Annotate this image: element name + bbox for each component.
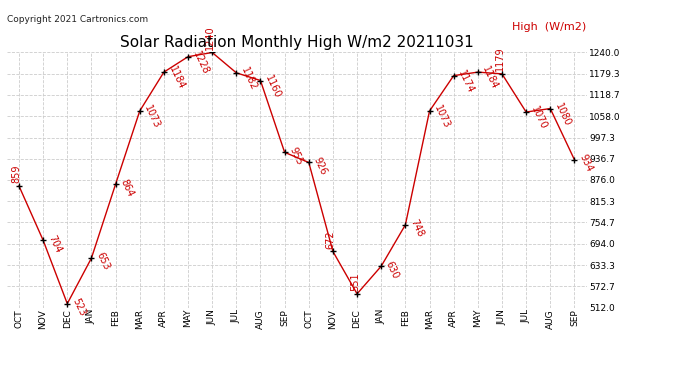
Text: 934: 934 <box>578 153 594 174</box>
Text: 704: 704 <box>46 233 63 254</box>
Text: 1073: 1073 <box>433 104 452 130</box>
Text: 926: 926 <box>312 156 328 177</box>
Text: 1080: 1080 <box>553 102 573 128</box>
Text: 653: 653 <box>95 251 111 272</box>
Text: 1184: 1184 <box>481 65 500 92</box>
Title: Solar Radiation Monthly High W/m2 20211031: Solar Radiation Monthly High W/m2 202110… <box>120 35 473 50</box>
Text: 1073: 1073 <box>143 104 162 130</box>
Text: 1179: 1179 <box>495 46 505 71</box>
Text: 523: 523 <box>70 297 87 318</box>
Text: 864: 864 <box>119 177 135 198</box>
Text: 1182: 1182 <box>239 66 259 92</box>
Text: 672: 672 <box>326 230 336 249</box>
Text: 748: 748 <box>408 218 425 239</box>
Text: 955: 955 <box>288 146 304 166</box>
Text: 1070: 1070 <box>529 105 549 132</box>
Text: 630: 630 <box>384 259 401 280</box>
Text: 1184: 1184 <box>167 65 186 92</box>
Text: 859: 859 <box>12 165 22 183</box>
Text: 1228: 1228 <box>191 50 210 76</box>
Text: 1240: 1240 <box>205 25 215 50</box>
Text: Copyright 2021 Cartronics.com: Copyright 2021 Cartronics.com <box>7 15 148 24</box>
Text: 551: 551 <box>350 272 360 291</box>
Text: High  (W/m2): High (W/m2) <box>512 22 586 32</box>
Text: 1160: 1160 <box>264 74 283 100</box>
Text: 1174: 1174 <box>457 69 476 95</box>
